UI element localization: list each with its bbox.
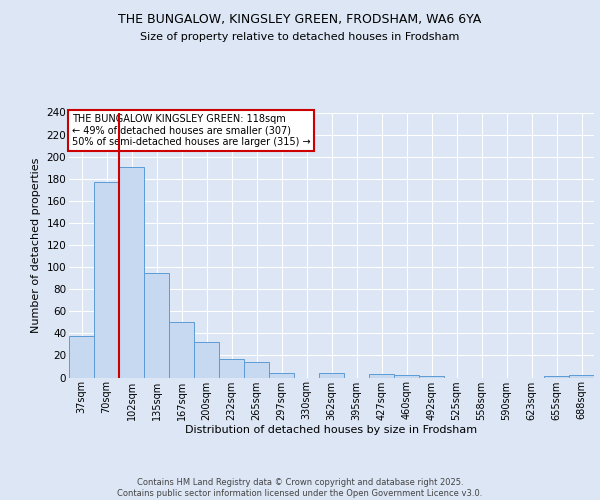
Bar [119, 166, 144, 378]
Bar [144, 272, 169, 378]
Bar [369, 374, 394, 378]
Bar [569, 376, 594, 378]
Bar [244, 362, 269, 378]
Bar [94, 182, 119, 378]
Text: THE BUNGALOW, KINGSLEY GREEN, FRODSHAM, WA6 6YA: THE BUNGALOW, KINGSLEY GREEN, FRODSHAM, … [118, 12, 482, 26]
Bar [219, 358, 244, 378]
Bar [544, 376, 569, 378]
Bar [394, 376, 419, 378]
Bar [419, 376, 444, 378]
Bar [194, 342, 219, 378]
Text: Contains HM Land Registry data © Crown copyright and database right 2025.
Contai: Contains HM Land Registry data © Crown c… [118, 478, 482, 498]
Y-axis label: Number of detached properties: Number of detached properties [31, 158, 41, 332]
Bar [269, 373, 294, 378]
Bar [319, 373, 344, 378]
Text: THE BUNGALOW KINGSLEY GREEN: 118sqm
← 49% of detached houses are smaller (307)
5: THE BUNGALOW KINGSLEY GREEN: 118sqm ← 49… [71, 114, 310, 147]
X-axis label: Distribution of detached houses by size in Frodsham: Distribution of detached houses by size … [185, 426, 478, 436]
Bar [69, 336, 94, 378]
Text: Size of property relative to detached houses in Frodsham: Size of property relative to detached ho… [140, 32, 460, 42]
Bar [169, 322, 194, 378]
